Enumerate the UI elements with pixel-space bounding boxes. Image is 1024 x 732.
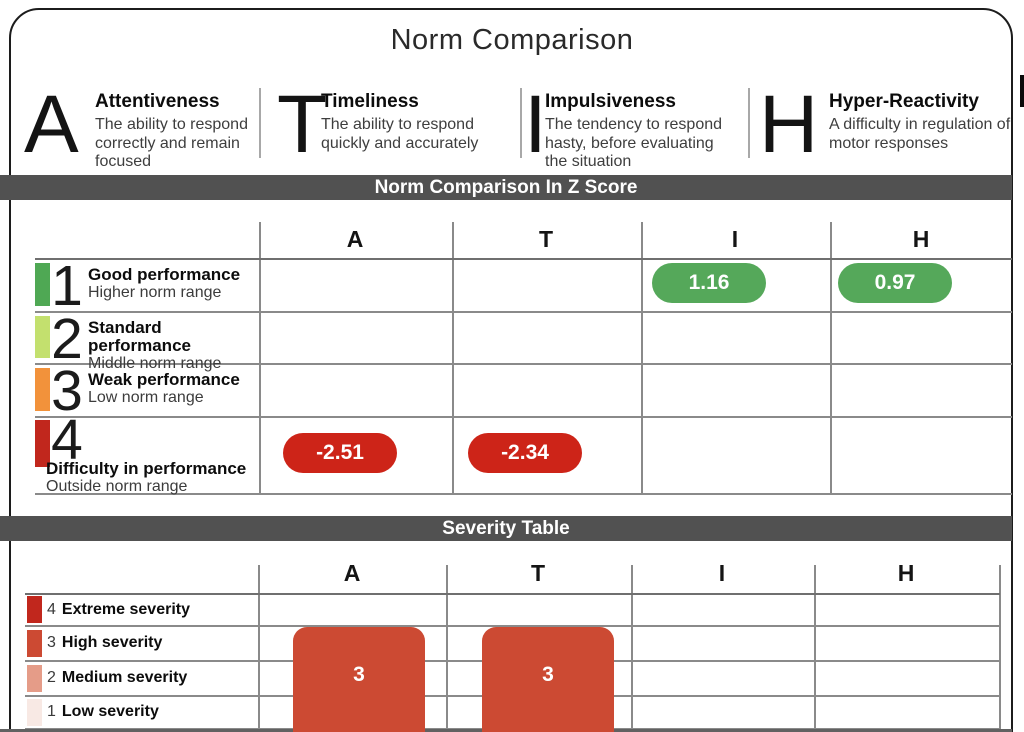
legend-title: Attentiveness	[95, 91, 220, 112]
z-score-pill-i: 1.16	[652, 263, 766, 303]
severity-color-swatch	[27, 629, 42, 657]
severity-level-number: 4	[47, 600, 56, 618]
severity-col-header-a: A	[343, 560, 361, 586]
severity-color-swatch	[27, 698, 42, 726]
severity-bar-value: 3	[542, 663, 554, 686]
grid-line	[452, 222, 454, 493]
severity-row-extreme: 4 Extreme severity	[27, 594, 259, 625]
z-score-value: 1.16	[688, 271, 730, 294]
legend-letter-h: H	[759, 79, 819, 170]
severity-level-number: 3	[47, 634, 56, 651]
grid-line	[35, 493, 1012, 495]
level-number: 2	[51, 307, 83, 371]
grid-line	[25, 625, 1000, 627]
legend-desc: The ability to respond correctly and rem…	[95, 115, 248, 171]
severity-bar-value: 3	[353, 663, 365, 686]
legend-item-timeliness: Timeliness The ability to respond quickl…	[321, 91, 499, 153]
z-score-value: -2.51	[316, 441, 364, 464]
legend-title: Timeliness	[321, 91, 419, 112]
z-score-section-header: Norm Comparison In Z Score	[0, 175, 1012, 200]
row-title: Standard performance	[88, 318, 191, 355]
legend-letter-t: T	[277, 79, 328, 170]
legend-item-hyper-reactivity: Hyper-Reactivity A difficulty in regulat…	[829, 91, 1023, 153]
row-subtitle: Outside norm range	[46, 478, 188, 495]
z-row-standard-performance: 2 Standard performance Middle norm range	[35, 307, 267, 372]
z-score-pill-t: -2.34	[468, 433, 582, 473]
severity-level-label: High severity	[61, 634, 163, 651]
level-color-swatch	[35, 368, 50, 411]
grid-line	[258, 565, 260, 732]
grid-line	[631, 565, 633, 732]
level-number: 1	[51, 254, 83, 318]
level-color-swatch	[35, 420, 50, 467]
level-color-swatch	[35, 316, 50, 358]
scrollbar-thumb[interactable]	[1020, 75, 1024, 107]
severity-bar-t: 3	[482, 627, 614, 732]
grid-line	[830, 222, 832, 493]
legend-item-attentiveness: Attentiveness The ability to respond cor…	[95, 91, 267, 172]
page-title: Norm Comparison	[390, 24, 634, 56]
legend-title: Impulsiveness	[545, 91, 676, 112]
row-title: Difficulty in performance	[46, 459, 247, 478]
severity-bar-a: 3	[293, 627, 425, 732]
grid-line	[25, 593, 1000, 595]
legend-item-impulsiveness: Impulsiveness The tendency to respond ha…	[545, 91, 725, 172]
z-score-value: 0.97	[874, 271, 916, 294]
legend-divider	[520, 88, 522, 158]
grid-line	[999, 565, 1001, 732]
severity-level-label: Medium severity	[61, 669, 188, 686]
z-col-header-t: T	[538, 226, 554, 252]
legend-letter-a: A	[24, 79, 79, 170]
legend-divider	[259, 88, 261, 158]
severity-col-header-i: I	[718, 560, 726, 586]
row-title: Good performance	[88, 265, 241, 284]
legend-title: Hyper-Reactivity	[829, 91, 979, 112]
z-col-header-h: H	[912, 226, 930, 252]
grid-line	[35, 363, 1012, 365]
legend-desc: The tendency to respond hasty, before ev…	[545, 115, 723, 171]
row-subtitle: Middle norm range	[88, 355, 222, 372]
z-col-header-a: A	[346, 226, 364, 252]
report-page-border	[9, 8, 1013, 732]
z-row-good-performance: 1 Good performance Higher norm range	[35, 254, 267, 318]
severity-level-number: 1	[47, 703, 56, 720]
severity-row-high: 3 High severity	[27, 626, 259, 660]
z-score-pill-h: 0.97	[838, 263, 952, 303]
severity-color-swatch	[27, 664, 42, 692]
row-subtitle: Low norm range	[88, 389, 204, 406]
severity-col-header-h: H	[897, 560, 915, 586]
row-title: Weak performance	[88, 370, 240, 389]
z-score-pill-a: -2.51	[283, 433, 397, 473]
grid-line	[35, 311, 1012, 313]
severity-col-header-t: T	[530, 560, 546, 586]
grid-line	[446, 565, 448, 732]
legend-letter-i: I	[524, 79, 547, 170]
section-header-label: Severity Table	[442, 517, 570, 539]
grid-line	[35, 416, 1012, 418]
severity-level-label: Low severity	[61, 703, 159, 720]
level-color-swatch	[35, 263, 50, 306]
grid-line	[259, 222, 261, 493]
grid-line	[814, 565, 816, 732]
z-row-weak-performance: 3 Weak performance Low norm range	[35, 359, 267, 423]
level-number: 4	[51, 408, 83, 472]
z-row-difficulty-in-performance: 4 Difficulty in performance Outside norm…	[35, 408, 267, 495]
legend-desc: A difficulty in regulation of motor resp…	[829, 115, 1011, 152]
severity-row-low: 1 Low severity	[27, 696, 259, 728]
severity-level-label: Extreme severity	[61, 600, 190, 618]
legend-divider	[748, 88, 750, 158]
row-subtitle: Higher norm range	[88, 284, 222, 301]
legend-desc: The ability to respond quickly and accur…	[321, 115, 479, 152]
severity-row-medium: 2 Medium severity	[27, 661, 259, 695]
z-col-header-i: I	[731, 226, 739, 252]
section-header-label: Norm Comparison In Z Score	[374, 176, 638, 198]
level-number: 3	[51, 359, 83, 423]
severity-section-header: Severity Table	[0, 516, 1012, 541]
severity-color-swatch	[27, 596, 42, 623]
grid-line	[35, 258, 1012, 260]
z-score-value: -2.34	[501, 441, 549, 464]
grid-line	[641, 222, 643, 493]
severity-level-number: 2	[47, 669, 56, 686]
